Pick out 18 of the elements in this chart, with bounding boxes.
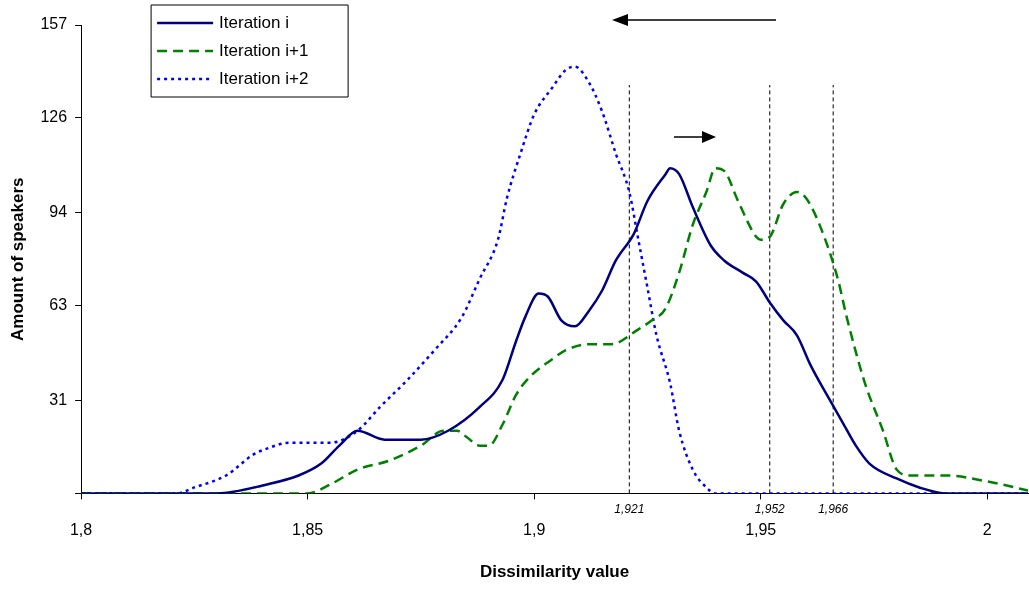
legend-label: Iteration i+1 <box>219 40 309 60</box>
y-tick-label: 94 <box>49 203 68 221</box>
x-tick-label: 1,8 <box>69 521 93 539</box>
y-tick-label: 157 <box>40 15 68 33</box>
legend-label: Iteration i <box>219 12 290 32</box>
ref-line-label: 1,921 <box>614 501 645 516</box>
y-tick-label: 126 <box>40 107 68 125</box>
y-tick-label: 63 <box>49 295 68 313</box>
x-tick-label: 1,9 <box>523 521 546 539</box>
y-tick-label: 31 <box>49 391 68 409</box>
x-axis-title: Dissimilarity value <box>479 562 630 582</box>
x-tick-label: 2 <box>982 521 992 539</box>
ref-line-label: 1,966 <box>818 501 849 516</box>
legend-label: Iteration i+2 <box>219 68 309 88</box>
ref-line-label: 1,952 <box>754 501 786 516</box>
y-axis-title: Amount of speakers <box>7 177 27 341</box>
x-tick-label: 1,95 <box>745 521 777 539</box>
x-tick-label: 1,85 <box>292 521 324 539</box>
